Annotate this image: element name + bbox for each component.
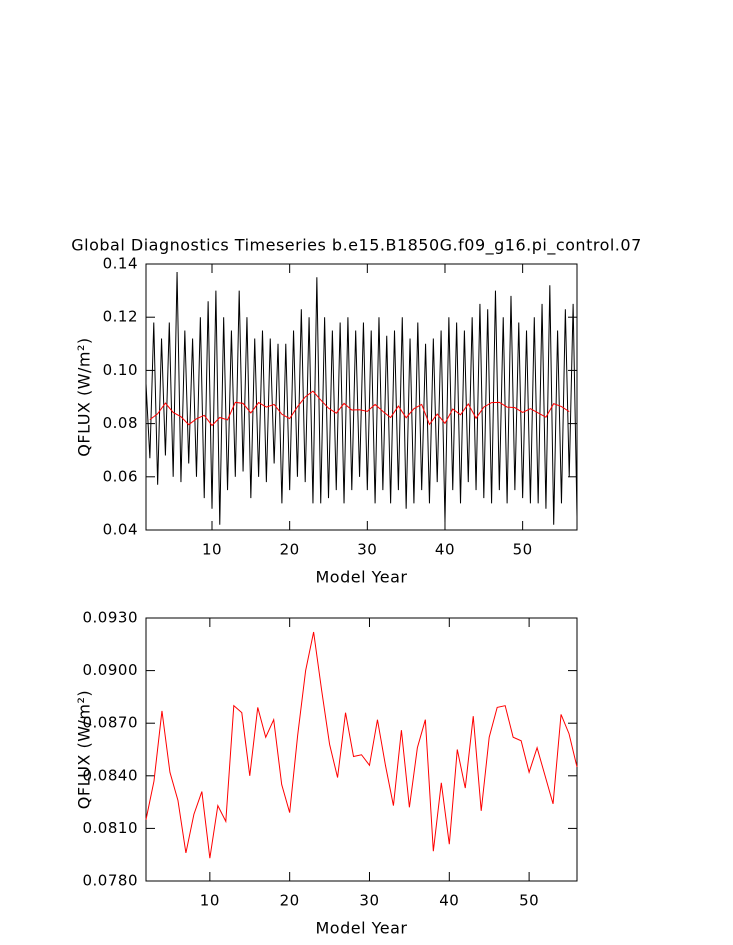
y-tick-label: 0.06 bbox=[103, 467, 138, 485]
x-tick-label: 50 bbox=[519, 892, 539, 910]
x-tick-label: 50 bbox=[513, 541, 533, 559]
y-tick-label: 0.10 bbox=[103, 361, 138, 379]
x-tick-label: 10 bbox=[200, 892, 220, 910]
x-tick-label: 10 bbox=[202, 541, 222, 559]
y-tick-label: 0.0930 bbox=[83, 609, 139, 627]
x-tick-label: 40 bbox=[435, 541, 455, 559]
y-tick-label: 0.0900 bbox=[83, 661, 139, 679]
y-tick-label: 0.0780 bbox=[83, 872, 139, 890]
y-tick-label: 0.14 bbox=[103, 255, 138, 273]
data-line bbox=[145, 631, 578, 859]
y-tick-label: 0.12 bbox=[103, 308, 138, 326]
chart-title: Global Diagnostics Timeseries b.e15.B185… bbox=[71, 236, 642, 256]
y-tick-label: 0.0840 bbox=[83, 766, 139, 784]
plot-frame bbox=[145, 617, 578, 882]
x-tick-label: 30 bbox=[357, 541, 377, 559]
plot-frame bbox=[145, 263, 578, 531]
x-tick-label: 20 bbox=[280, 541, 300, 559]
x-axis-label: Model Year bbox=[316, 919, 408, 938]
y-tick-label: 0.0810 bbox=[83, 819, 139, 837]
y-tick-label: 0.04 bbox=[103, 521, 138, 539]
y-tick-label: 0.0870 bbox=[83, 714, 139, 732]
x-tick-label: 20 bbox=[280, 892, 300, 910]
x-tick-label: 40 bbox=[439, 892, 459, 910]
data-line bbox=[145, 271, 578, 525]
data-line bbox=[149, 390, 570, 427]
x-tick-label: 30 bbox=[359, 892, 379, 910]
y-tick-label: 0.08 bbox=[103, 414, 138, 432]
y-axis-label: QFLUX (W/m²) bbox=[75, 690, 94, 809]
y-axis-label: QFLUX (W/m²) bbox=[75, 337, 94, 456]
x-axis-label: Model Year bbox=[316, 568, 408, 587]
